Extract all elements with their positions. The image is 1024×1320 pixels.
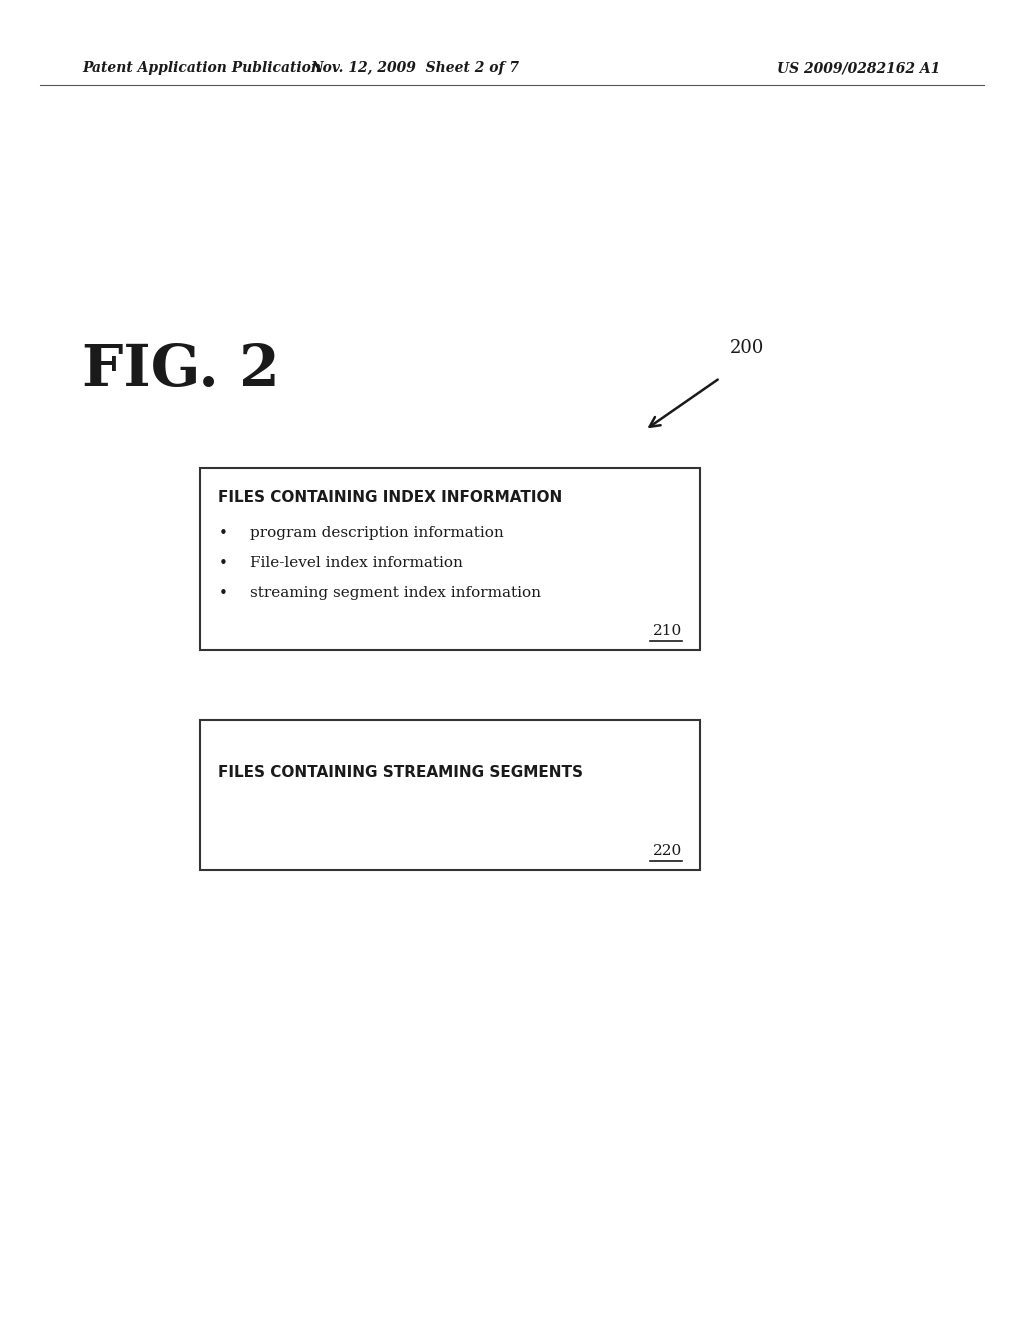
Text: FIG. 2: FIG. 2 [82, 342, 280, 399]
Text: File-level index information: File-level index information [250, 556, 463, 570]
Text: program description information: program description information [250, 525, 504, 540]
Text: streaming segment index information: streaming segment index information [250, 586, 541, 601]
Text: 220: 220 [652, 843, 682, 858]
Text: •: • [218, 525, 227, 540]
Text: •: • [218, 556, 227, 570]
Text: Patent Application Publication: Patent Application Publication [82, 61, 321, 75]
Text: FILES CONTAINING STREAMING SEGMENTS: FILES CONTAINING STREAMING SEGMENTS [218, 766, 583, 780]
Text: 210: 210 [652, 624, 682, 638]
Text: 200: 200 [730, 339, 764, 356]
Bar [200, 719, 700, 870]
Text: US 2009/0282162 A1: US 2009/0282162 A1 [777, 61, 940, 75]
Text: •: • [218, 586, 227, 601]
Text: FILES CONTAINING INDEX INFORMATION: FILES CONTAINING INDEX INFORMATION [218, 490, 562, 506]
Text: Nov. 12, 2009  Sheet 2 of 7: Nov. 12, 2009 Sheet 2 of 7 [310, 61, 519, 75]
Bar [200, 469, 700, 649]
